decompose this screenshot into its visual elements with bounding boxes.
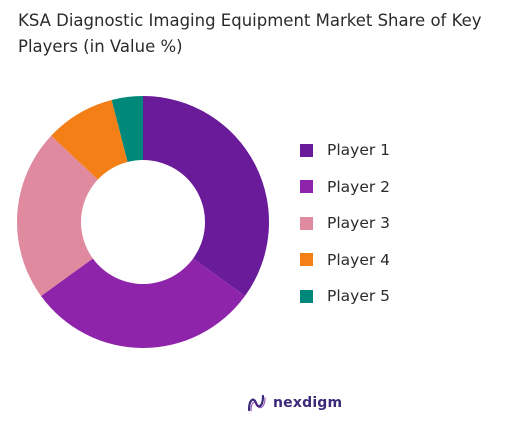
legend-label: Player 4 [327,250,391,269]
brand: nexdigm [246,393,342,413]
legend-swatch [300,216,313,230]
slice-player-2 [41,258,245,349]
legend-item: Player 3 [300,213,390,233]
legend-item: Player 4 [300,250,390,270]
legend-swatch [300,143,313,157]
legend-swatch [300,253,313,266]
slice-player-4 [51,99,128,180]
legend-label: Player 1 [327,141,391,159]
brand-name: nexdigm [273,395,343,411]
legend-item: Player 1 [300,140,390,160]
chart-title: KSA Diagnostic Imaging Equipment Market … [18,11,482,56]
legend-swatch [300,180,313,193]
legend-item: Player 5 [300,286,390,306]
legend-label: Player 3 [327,214,391,232]
nexdigm-logo-icon [247,394,266,412]
legend-swatch [300,289,313,303]
legend-item: Player 2 [300,177,390,197]
legend-label: Player 5 [327,287,391,305]
slice-player-1 [143,96,269,297]
slice-player-5 [111,96,143,162]
legend-label: Player 2 [327,177,391,196]
slice-player-3 [16,135,98,297]
chart-legend: Player 1 Player 2 Player 3 Player 4 Player 5 [300,140,390,323]
